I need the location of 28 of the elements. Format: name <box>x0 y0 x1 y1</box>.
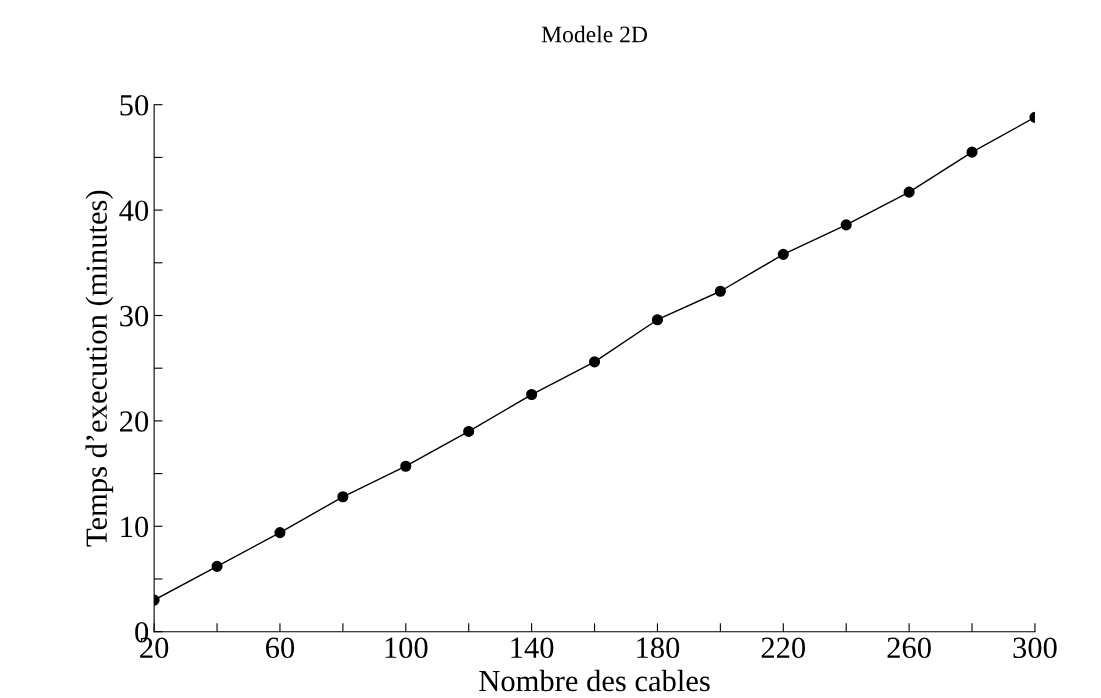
point <box>651 314 664 326</box>
x-tick-label: 300 <box>1013 637 1057 659</box>
y-axis-title: Temps d’execution (minutes) <box>85 190 114 547</box>
point <box>337 491 349 503</box>
point <box>966 146 978 158</box>
y-tick-label: 40 <box>119 200 149 221</box>
point <box>211 560 223 572</box>
y-tick-label: 50 <box>120 94 149 116</box>
y-tick-label: 20 <box>120 411 149 432</box>
x-tick-label: 100 <box>385 637 428 659</box>
point <box>463 425 475 437</box>
point <box>777 248 789 260</box>
x-tick-label: 60 <box>266 637 295 659</box>
point <box>714 285 726 297</box>
y-tick-label: 30 <box>120 305 149 327</box>
point <box>840 219 852 231</box>
y-tick-label: 10 <box>121 516 149 538</box>
x-tick-label: 260 <box>887 637 931 659</box>
x-tick-label: 140 <box>511 637 554 659</box>
x-tick-label: 220 <box>761 637 806 659</box>
x-axis-title: Nombre des cables <box>479 669 710 692</box>
point <box>274 527 286 539</box>
point <box>400 460 412 472</box>
x-tick-label: 180 <box>637 637 680 659</box>
point <box>588 356 601 368</box>
point <box>903 186 915 198</box>
chart-title: Modele 2D <box>541 25 648 43</box>
point <box>526 388 538 401</box>
